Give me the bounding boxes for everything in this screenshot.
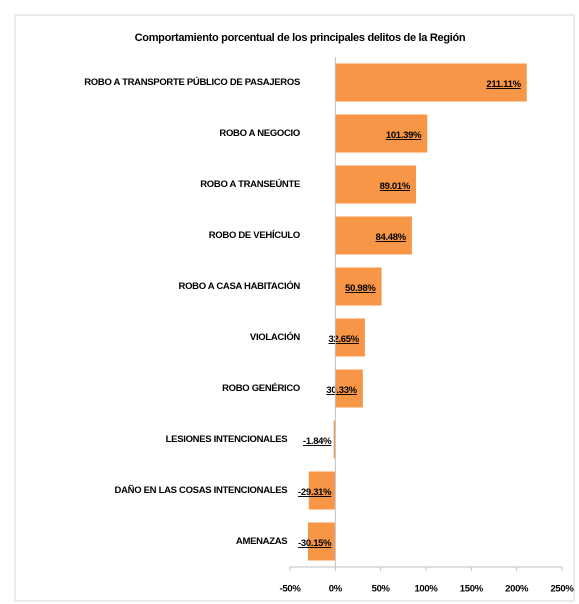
bar [335, 165, 417, 204]
value-label: 32.65% [329, 334, 360, 345]
value-label: 211.11% [486, 79, 521, 90]
category-label: ROBO DE VEHÍCULO [209, 230, 300, 241]
bar [335, 369, 363, 408]
bar [335, 318, 365, 357]
value-label: 101.39% [386, 130, 422, 141]
bar [335, 216, 412, 255]
x-tick-label: -50% [280, 584, 302, 595]
bar [335, 267, 382, 306]
x-tick-label: 250% [550, 584, 574, 595]
x-tick-label: 150% [460, 584, 484, 595]
value-label: 84.48% [376, 232, 407, 243]
x-tick-label: 50% [372, 584, 391, 595]
category-label: VIOLACIÓN [250, 331, 301, 343]
category-label: ROBO GENÉRICO [222, 383, 300, 394]
category-label: AMENAZAS [236, 536, 287, 547]
category-label: ROBO A TRANSEÚNTE [200, 178, 300, 190]
x-tick-label: 100% [414, 584, 438, 595]
bar [308, 471, 336, 510]
bar [335, 63, 527, 102]
category-label: LESIONES INTENCIONALES [166, 434, 288, 445]
bar [335, 114, 428, 153]
value-label: 89.01% [380, 181, 411, 192]
category-label: ROBO A TRANSPORTE PÚBLICO DE PASAJEROS [84, 76, 300, 88]
bar [333, 420, 336, 459]
value-label: 30.33% [326, 385, 357, 396]
bar [307, 522, 336, 561]
x-tick-label: 200% [505, 584, 529, 595]
chart-title: Comportamiento porcentual de los princip… [135, 32, 466, 44]
value-label: 50.98% [345, 283, 376, 294]
x-tick-label: 0% [329, 584, 343, 595]
category-label: DAÑO EN LAS COSAS INTENCIONALES [115, 485, 288, 496]
chart-frame [14, 14, 575, 602]
category-label: ROBO A CASA HABITACIÓN [179, 280, 301, 292]
value-label: -30.15% [298, 538, 332, 549]
value-label: -1.84% [303, 436, 332, 447]
category-label: ROBO A NEGOCIO [219, 128, 300, 139]
value-label: -29.31% [298, 487, 332, 498]
